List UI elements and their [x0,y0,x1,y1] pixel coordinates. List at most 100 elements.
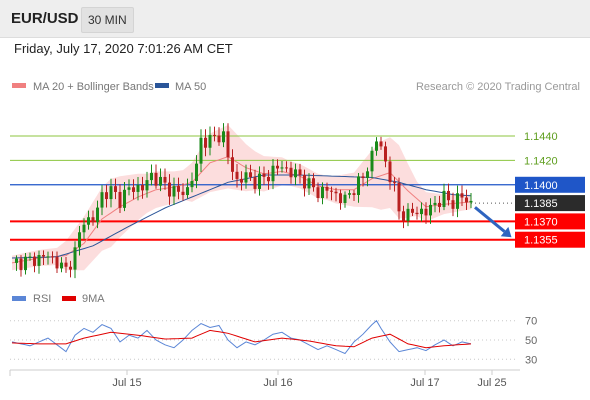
candle-body [150,172,153,181]
legend-swatch-9ma [62,296,76,301]
candle-body [267,176,270,182]
candle-body [87,217,90,225]
candle-body [69,266,72,270]
candle-body [208,134,212,148]
candle-body [235,171,239,179]
candle-body [307,178,311,189]
candle-body [105,192,108,200]
candle-body [433,202,437,205]
candle-body [289,167,293,178]
candle-body [262,173,266,177]
candle-body [141,185,144,191]
level-label-resistance: 1.1420 [524,155,558,167]
candle-body [28,256,32,258]
candle-body [276,165,279,169]
candle-body [343,194,347,203]
candle-body [42,255,45,257]
legend-label-rsi: RSI [33,293,51,305]
candle-body [127,187,131,190]
candle-body [15,258,18,263]
candle-body [114,186,117,192]
candle-body [222,131,225,143]
candle-body [402,211,405,221]
candle-body [213,134,216,136]
bollinger-bands [12,125,471,271]
candle-body [123,189,126,208]
legend-label-ma20: MA 20 + Bollinger Bands [33,81,154,93]
forecast-arrow-head [500,226,512,238]
candle-body [438,202,441,207]
candle-body [172,186,176,197]
candle-body [357,176,360,196]
level-label-support: 1.1370 [524,216,558,228]
forecast-arrow [474,206,512,238]
candle-body [321,186,324,199]
candle-body [118,191,122,208]
candle-body [460,193,464,198]
rsi-tick-label: 50 [525,335,537,347]
candle-body [298,169,302,176]
candle-body [447,190,450,201]
candle-body [37,255,41,266]
candle-body [370,150,374,172]
candle-body [46,256,50,258]
candle-body [186,187,189,196]
level-labels: 1.1440 1.1420 1.1400 1.1385 1.1370 1.1355 [515,131,585,248]
candle-body [82,224,86,233]
legend-swatch-ma50 [155,83,169,88]
candle-body [366,171,369,179]
level-label-bg [515,231,585,248]
candle-body [168,182,171,197]
candle-body [253,177,257,189]
candle-body [177,186,180,192]
candle-body [456,193,459,209]
candle-body [361,176,365,179]
candle-body [406,208,410,221]
candle-body [465,197,468,203]
candle-body [78,232,81,248]
candle-body [469,200,473,203]
legend-label-9ma: 9MA [82,293,105,305]
rsi-tick-label: 70 [525,316,537,328]
candle-body [415,212,419,215]
level-label-last: 1.1385 [524,198,558,210]
copyright-text: Research © 2020 Trading Central [416,81,580,93]
candle-body [334,191,338,194]
candle-body [393,182,396,184]
candle-body [199,137,203,164]
candle-body [24,256,27,271]
candle-body [91,217,95,223]
candle-body [195,163,198,182]
candle-body [294,169,297,178]
level-label-bg [515,176,585,193]
candle-body [429,204,432,216]
level-label-support: 1.1355 [524,235,558,247]
candle-body [145,180,149,191]
interval-button[interactable]: 30 MIN [81,7,134,33]
candle-body [19,258,23,271]
candle-body [73,247,77,270]
x-tick-label: Jul 25 [477,377,506,389]
candle-body [388,161,392,183]
candle-body [240,178,243,183]
candle-body [217,135,221,143]
candle-body [352,193,356,196]
candle-body [379,141,383,147]
candle-body [33,256,36,266]
candle-body [339,193,342,203]
candle-body [226,131,230,158]
candle-body [64,262,68,267]
candle-body [316,187,320,199]
candle-body [231,157,234,172]
candle-body [132,187,135,192]
candle-body [100,192,104,208]
chart-header: EUR/USD 30 MIN [0,0,590,38]
candle-body [285,167,288,169]
forecast-arrow-shaft [474,206,506,233]
bollinger-band-fill [12,125,471,271]
level-label-bg [515,195,585,212]
candle-body [330,190,333,192]
candle-body [325,186,329,191]
candle-body [397,182,401,212]
candlesticks [15,123,473,279]
